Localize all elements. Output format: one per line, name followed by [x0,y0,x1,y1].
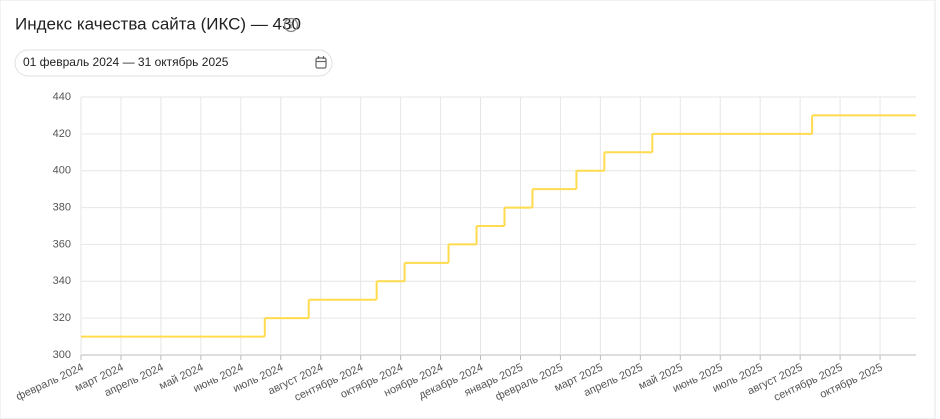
info-icon[interactable]: i [283,17,299,33]
y-tick-label: 300 [53,349,71,361]
calendar-icon[interactable] [315,56,327,69]
date-picker[interactable] [14,49,333,77]
y-tick-label: 440 [53,91,71,103]
title: Индекс качества сайта (ИКС) — 430 [15,14,301,33]
y-tick-label: 380 [53,201,71,213]
date-range: 01 февраль 2024 — 31 октябрь 2025 [23,55,229,69]
y-tick-label: 420 [53,128,71,140]
svg-text:i: i [290,20,293,30]
y-tick-label: 400 [53,165,71,177]
y-tick-label: 340 [53,275,71,287]
y-tick-label: 360 [53,238,71,250]
y-tick-label: 320 [53,312,71,324]
